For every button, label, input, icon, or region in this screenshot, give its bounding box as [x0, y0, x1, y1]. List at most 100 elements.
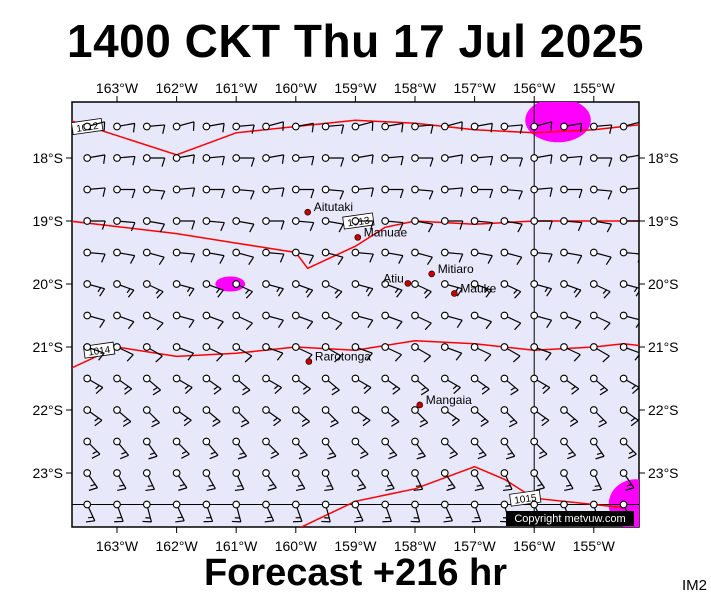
wind-barb: [500, 437, 516, 460]
wind-barb: [560, 217, 583, 232]
wind-barb: [113, 154, 136, 166]
wind-barb: [202, 406, 221, 427]
lat-label-left: 22°S: [32, 402, 63, 418]
wind-barb: [560, 469, 574, 492]
wind-barb: [560, 437, 577, 460]
wind-barb: [113, 469, 127, 492]
wind-barb: [351, 343, 373, 361]
wind-barb: [560, 280, 582, 298]
wind-barb: [470, 500, 482, 523]
place-label: Manuae: [364, 225, 408, 239]
lon-label-bottom: 160°W: [275, 538, 318, 554]
place-marker: [404, 280, 412, 287]
lat-label-left: 18°S: [32, 150, 63, 166]
wind-barb: [470, 343, 492, 362]
wind-barb: [83, 248, 106, 263]
wind-barb: [381, 500, 392, 523]
wind-barb: [589, 280, 611, 299]
wind-barb: [321, 469, 334, 492]
wind-barb: [440, 311, 463, 329]
wind-barb: [381, 406, 400, 427]
lon-label-bottom: 162°W: [156, 538, 199, 554]
wind-barb: [619, 374, 639, 394]
wind-barb: [142, 280, 164, 299]
place-label: Mangaia: [426, 393, 472, 407]
lat-label-left: 21°S: [32, 339, 63, 355]
wind-barb: [500, 217, 523, 233]
chart-title: 1400 CKT Thu 17 Jul 2025: [66, 15, 645, 67]
wind-barb: [113, 437, 130, 460]
wind-barb: [291, 343, 313, 362]
wind-barb: [351, 280, 374, 297]
wind-barb: [291, 122, 315, 133]
lon-label-top: 158°W: [394, 80, 437, 96]
wind-barb: [291, 217, 315, 232]
wind-barb: [113, 217, 136, 232]
wind-barb: [142, 185, 166, 200]
wind-barb: [381, 248, 404, 264]
wind-barb: [83, 154, 106, 164]
wind-barb: [172, 469, 188, 491]
precip-area-1: [215, 276, 246, 292]
lon-label-bottom: 159°W: [334, 538, 377, 554]
wind-barb: [262, 121, 284, 131]
wind-barb: [440, 217, 464, 230]
wind-barb: [589, 374, 608, 396]
wind-barb: [83, 469, 99, 491]
wind-barb: [202, 500, 214, 523]
wind-barb: [381, 122, 404, 133]
wind-barb: [113, 122, 136, 133]
place-label: Mauke: [460, 281, 496, 295]
wind-barb: [411, 217, 434, 233]
wind-barb: [470, 217, 494, 232]
wind-barb: [440, 500, 453, 523]
wind-barb: [619, 154, 639, 162]
wind-barb: [560, 122, 583, 133]
wind-barb: [83, 121, 106, 131]
wind-barb: [411, 437, 426, 460]
wind-barb: [589, 122, 613, 134]
wind-barb: [262, 217, 285, 230]
wind-barb: [589, 406, 607, 428]
wind-barb: [202, 374, 222, 395]
wind-barb: [83, 217, 106, 230]
wind-barb: [172, 280, 195, 297]
wind-barb: [589, 311, 611, 331]
wind-barb: [172, 500, 185, 523]
wind-barb: [500, 280, 522, 299]
wind-barb: [321, 217, 344, 233]
wind-barb: [440, 154, 464, 164]
wind-barb: [530, 121, 553, 131]
wind-barb: [232, 374, 251, 396]
wind-barb: [381, 280, 403, 298]
place-layer: Aitutaki Manuae Atiu Mitiaro Mauke Rarotonga M…: [304, 200, 497, 409]
wind-barb: [321, 280, 343, 299]
wind-barb: [619, 311, 639, 329]
wind-barb: [232, 311, 253, 331]
wind-barb: [321, 500, 331, 523]
wind-barb: [619, 280, 639, 297]
wind-barb: [500, 343, 521, 363]
wind-barb: [411, 154, 434, 167]
wind-barb: [262, 469, 277, 491]
lon-label-top: 159°W: [334, 80, 377, 96]
wind-barb: [262, 437, 280, 459]
wind-barb: [172, 374, 193, 394]
wind-barb: [113, 500, 124, 523]
wind-barb: [83, 185, 106, 197]
wind-barb: [500, 154, 523, 167]
wind-barb: [232, 185, 255, 200]
wind-barb: [530, 154, 553, 164]
wind-barb: [470, 469, 485, 492]
lat-label-left: 19°S: [32, 213, 63, 229]
wind-barb: [381, 437, 398, 460]
wind-barb: [202, 122, 225, 133]
lat-label-right: 21°S: [648, 339, 679, 355]
wind-barb: [470, 154, 494, 166]
lon-label-top: 161°W: [215, 80, 258, 96]
wind-barb: [351, 154, 374, 164]
lat-label-left: 20°S: [32, 276, 63, 292]
wind-barb: [560, 185, 583, 199]
wind-barb: [113, 248, 136, 264]
wind-barb: [291, 406, 310, 427]
